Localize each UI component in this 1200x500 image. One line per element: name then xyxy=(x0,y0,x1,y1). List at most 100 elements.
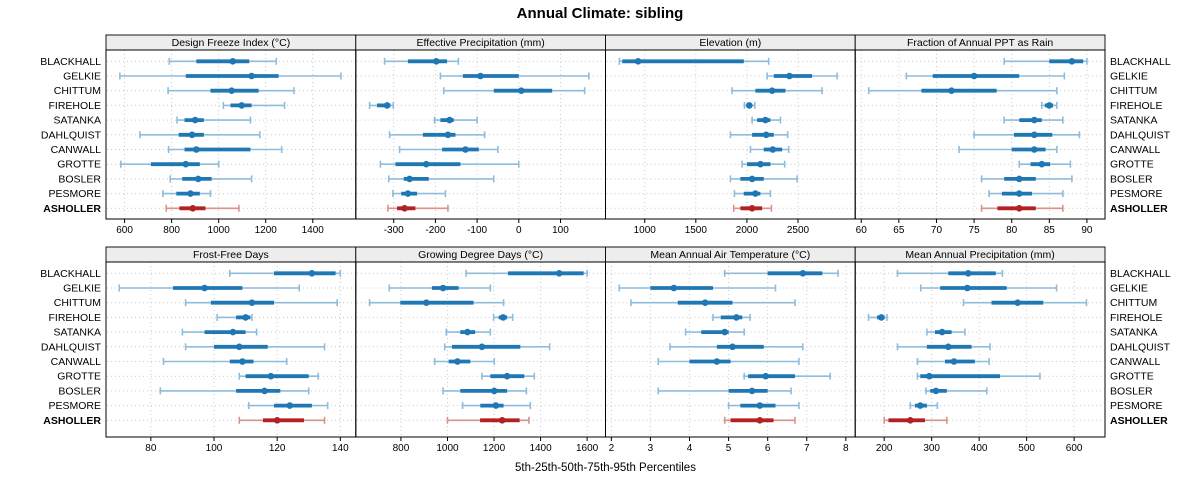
panel-border xyxy=(854,261,1106,438)
median-dot xyxy=(746,102,753,109)
axis-tick-label: 3 xyxy=(648,443,654,454)
median-dot xyxy=(752,190,759,197)
interval-row xyxy=(184,343,326,351)
site-label-left: BLACKHALL xyxy=(40,268,101,280)
panel-border xyxy=(854,49,1106,220)
site-label-right: CANWALL xyxy=(1110,356,1161,368)
site-label-left: FIREHOLE xyxy=(48,100,101,112)
axis-tick-label: -300 xyxy=(384,225,404,236)
median-dot xyxy=(762,131,770,139)
axis-tick-label: 1500 xyxy=(685,225,708,236)
median-dot xyxy=(477,72,484,80)
panel-title: Frost-Free Days xyxy=(193,249,269,261)
interval-row xyxy=(120,160,220,168)
site-label-right: PESMORE xyxy=(1110,400,1163,412)
interval-row xyxy=(1003,116,1064,124)
median-dot xyxy=(422,160,430,168)
interval-row xyxy=(731,87,823,95)
median-dot xyxy=(786,72,793,80)
site-label-right: GELKIE xyxy=(1110,71,1148,83)
panel: Design Freeze Index (°C) 600 800 1000 1200 14… xyxy=(105,34,357,236)
median-dot xyxy=(555,270,563,277)
panel: Growing Degree Days (°C) 800 1000 1200 1400 1… xyxy=(355,246,606,454)
site-label-right: ASHOLLER xyxy=(1110,415,1168,427)
axis-tick-label: 1400 xyxy=(529,443,552,454)
interval-row xyxy=(630,299,796,307)
median-dot xyxy=(229,58,237,65)
panel-title: Effective Precipitation (mm) xyxy=(417,37,545,49)
median-dot xyxy=(446,116,453,124)
interval-row xyxy=(387,204,449,212)
median-dot xyxy=(201,284,208,292)
site-label-right: ASHOLLER xyxy=(1110,203,1168,215)
interval-row xyxy=(167,87,295,95)
interval-row xyxy=(751,116,782,124)
interval-row xyxy=(962,299,1088,307)
interval-row xyxy=(169,175,253,183)
interval-row xyxy=(442,387,528,395)
median-dot xyxy=(721,328,728,336)
site-label-right: PESMORE xyxy=(1110,188,1163,200)
interval-row xyxy=(729,131,789,139)
interval-row xyxy=(167,146,283,153)
median-dot xyxy=(748,205,756,212)
median-dot xyxy=(478,343,486,351)
interval-row xyxy=(926,328,966,336)
site-label-right: CANWALL xyxy=(1110,144,1161,156)
interval-row xyxy=(988,190,1064,198)
axis-tick-label: 1000 xyxy=(634,225,657,236)
median-dot xyxy=(906,417,914,424)
interval-row xyxy=(657,358,800,365)
median-dot xyxy=(464,328,471,336)
axis-tick-label: 6 xyxy=(765,443,771,454)
median-dot xyxy=(235,343,243,351)
axis-tick-label: 100 xyxy=(206,443,223,454)
median-dot xyxy=(1015,190,1023,197)
site-label-right: DAHLQUIST xyxy=(1110,129,1171,141)
interval-row xyxy=(867,87,1058,95)
median-dot xyxy=(733,314,740,321)
site-label-right: SATANKA xyxy=(1110,327,1157,339)
axis-tick-label: 75 xyxy=(969,225,981,236)
axis-tick-label: 80 xyxy=(1006,225,1018,236)
median-dot xyxy=(1030,131,1038,139)
interval-row xyxy=(176,116,252,124)
site-label-left: DAHLQUIST xyxy=(41,129,102,141)
axis-tick-label: 65 xyxy=(893,225,905,236)
median-dot xyxy=(432,58,440,65)
interval-row xyxy=(465,269,588,277)
site-label-left: FIREHOLE xyxy=(48,312,101,324)
interval-row xyxy=(388,131,486,139)
median-dot xyxy=(756,417,764,424)
interval-row xyxy=(916,372,1041,380)
median-dot xyxy=(925,372,933,380)
median-dot xyxy=(490,387,498,395)
axis-tick-label: 7 xyxy=(804,443,810,454)
axis-tick-label: 1400 xyxy=(302,225,325,236)
median-dot xyxy=(1046,102,1053,109)
site-label-right: BLACKHALL xyxy=(1110,268,1171,280)
interval-row xyxy=(238,416,326,424)
median-dot xyxy=(492,402,500,409)
interval-row xyxy=(1003,57,1088,65)
interval-row xyxy=(433,116,478,124)
axis-tick-label: 90 xyxy=(1081,225,1093,236)
interval-row xyxy=(723,269,839,277)
axis-tick-label: 8 xyxy=(843,443,849,454)
interval-row xyxy=(439,72,590,80)
interval-row xyxy=(379,160,520,168)
site-label-left: GELKIE xyxy=(63,283,101,295)
site-label-left: CHITTUM xyxy=(54,85,101,97)
site-label-left: SATANKA xyxy=(54,327,101,339)
median-dot xyxy=(401,205,408,212)
axis-tick-label: 300 xyxy=(923,443,940,454)
interval-row xyxy=(723,416,796,424)
median-dot xyxy=(286,402,294,409)
axis-tick-label: 5 xyxy=(726,443,732,454)
median-dot xyxy=(404,190,412,197)
median-dot xyxy=(1015,175,1023,183)
interval-row xyxy=(727,402,800,410)
panel-title: Design Freeze Index (°C) xyxy=(172,37,291,49)
median-dot xyxy=(462,146,469,153)
median-dot xyxy=(748,387,756,395)
